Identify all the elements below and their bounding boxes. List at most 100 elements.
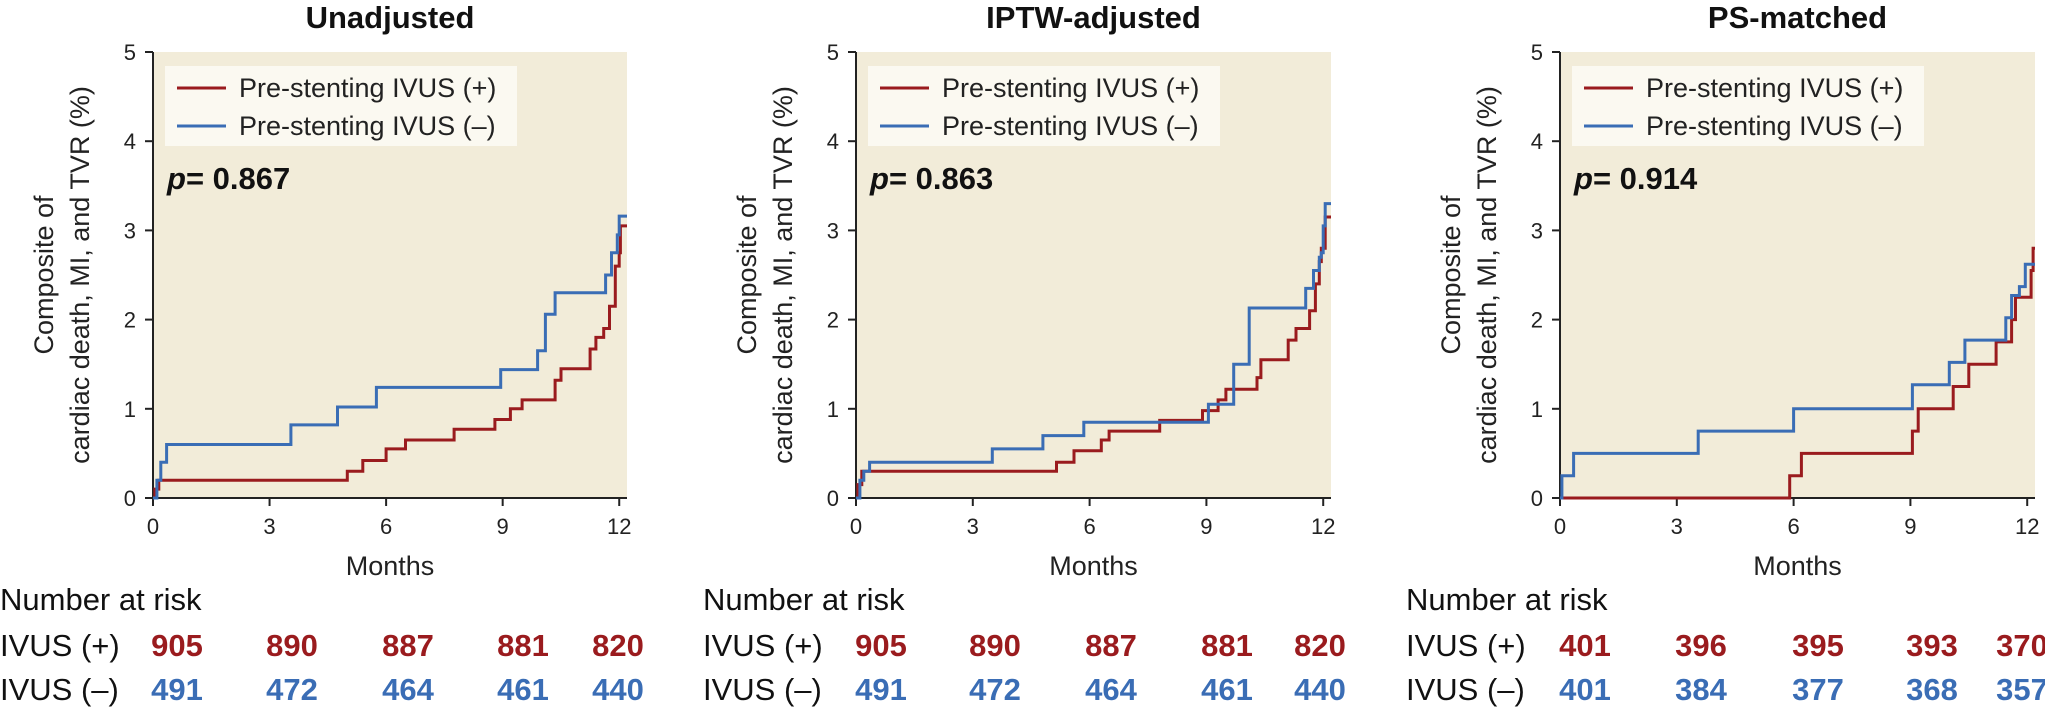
y-tick-label: 4 <box>1531 129 1543 154</box>
risk-row-label: IVUS (–) <box>1406 672 1525 707</box>
x-tick-label: 9 <box>1904 514 1916 539</box>
chart-title: PS-matched <box>1708 0 1887 35</box>
y-tick-label: 0 <box>827 486 839 511</box>
risk-count: 464 <box>382 672 434 707</box>
risk-count: 461 <box>1201 672 1253 707</box>
y-tick-label: 1 <box>124 397 136 422</box>
y-axis-label-line: cardiac death, MI, and TVR (%) <box>1472 86 1502 464</box>
risk-count: 440 <box>1294 672 1346 707</box>
x-tick-label: 0 <box>1554 514 1566 539</box>
x-tick-label: 0 <box>850 514 862 539</box>
chart-title: Unadjusted <box>306 0 475 35</box>
legend: Pre-stenting IVUS (+) Pre-stenting IVUS (… <box>868 66 1220 146</box>
legend-box <box>868 66 1220 146</box>
p-value-number: = 0.914 <box>1593 161 1698 196</box>
y-tick-label: 1 <box>1531 397 1543 422</box>
risk-count: 357 <box>1996 672 2045 707</box>
x-tick-label: 9 <box>497 514 509 539</box>
x-tick-label: 6 <box>1083 514 1095 539</box>
risk-row-label: IVUS (+) <box>1406 628 1526 663</box>
risk-count: 401 <box>1559 628 1611 663</box>
legend-label: Pre-stenting IVUS (–) <box>1646 111 1903 141</box>
legend: Pre-stenting IVUS (+) Pre-stenting IVUS (… <box>1572 66 1924 146</box>
risk-count: 887 <box>1085 628 1137 663</box>
y-tick-label: 2 <box>124 308 136 333</box>
y-tick-label: 2 <box>827 308 839 333</box>
risk-table: Number at risk IVUS (+) 401 396 395 393 370 IVU… <box>1406 582 2045 707</box>
legend-label: Pre-stenting IVUS (+) <box>239 73 496 103</box>
risk-row-label: IVUS (–) <box>703 672 822 707</box>
p-value: p= 0.867 <box>166 161 290 196</box>
km-curve-ivus-positive <box>153 224 627 500</box>
y-axis-label-line: cardiac death, MI, and TVR (%) <box>768 86 798 464</box>
km-curve-ivus-positive <box>1560 246 2035 500</box>
y-tick-label: 3 <box>1531 218 1543 243</box>
risk-count: 368 <box>1906 672 1958 707</box>
p-value-number: = 0.863 <box>889 161 993 196</box>
risk-count: 820 <box>1294 628 1346 663</box>
km-curve-ivus-negative <box>856 202 1331 500</box>
risk-count: 472 <box>969 672 1021 707</box>
y-tick-label: 4 <box>827 129 839 154</box>
risk-count: 881 <box>497 628 549 663</box>
y-axis-label-line: Composite of <box>732 195 762 355</box>
p-value-symbol: p <box>869 161 889 196</box>
legend-label: Pre-stenting IVUS (+) <box>1646 73 1903 103</box>
risk-count: 461 <box>497 672 549 707</box>
x-tick-label: 9 <box>1200 514 1212 539</box>
x-axis-label: Months <box>1049 551 1138 581</box>
risk-table-heading: Number at risk <box>0 582 202 617</box>
risk-count: 401 <box>1559 672 1611 707</box>
risk-count: 890 <box>266 628 318 663</box>
legend-box <box>1572 66 1924 146</box>
risk-table: Number at risk IVUS (+) 905 890 887 881 820 IVU… <box>703 582 1346 707</box>
risk-count: 881 <box>1201 628 1253 663</box>
risk-count: 377 <box>1792 672 1844 707</box>
x-tick-label: 12 <box>607 514 631 539</box>
p-value-symbol: p <box>166 161 186 196</box>
x-tick-label: 6 <box>1787 514 1799 539</box>
risk-count: 370 <box>1996 628 2045 663</box>
risk-count: 905 <box>151 628 203 663</box>
y-tick-label: 4 <box>124 129 136 154</box>
legend-box <box>165 66 517 146</box>
km-curve-ivus-negative <box>1560 262 2035 500</box>
legend-label: Pre-stenting IVUS (–) <box>942 111 1199 141</box>
risk-count: 440 <box>592 672 644 707</box>
y-tick-label: 3 <box>124 218 136 243</box>
y-tick-label: 3 <box>827 218 839 243</box>
y-tick-label: 0 <box>124 486 136 511</box>
x-axis-label: Months <box>346 551 435 581</box>
risk-row-label: IVUS (–) <box>0 672 119 707</box>
risk-count: 890 <box>969 628 1021 663</box>
y-tick-label: 5 <box>124 40 136 65</box>
risk-count: 905 <box>855 628 907 663</box>
p-value: p= 0.863 <box>869 161 993 196</box>
chart-title: IPTW-adjusted <box>986 0 1201 35</box>
risk-row-label: IVUS (+) <box>0 628 120 663</box>
km-curve-ivus-positive <box>856 215 1331 500</box>
km-curve-ivus-negative <box>153 214 627 500</box>
legend: Pre-stenting IVUS (+) Pre-stenting IVUS (… <box>165 66 517 146</box>
y-tick-label: 5 <box>827 40 839 65</box>
x-tick-label: 3 <box>263 514 275 539</box>
p-value-symbol: p <box>1573 161 1593 196</box>
y-axis-label-line: Composite of <box>1436 195 1466 355</box>
risk-row-label: IVUS (+) <box>703 628 823 663</box>
x-tick-label: 3 <box>1671 514 1683 539</box>
risk-count: 396 <box>1675 628 1727 663</box>
risk-count: 887 <box>382 628 434 663</box>
risk-count: 820 <box>592 628 644 663</box>
risk-count: 491 <box>151 672 203 707</box>
y-axis-label-line: cardiac death, MI, and TVR (%) <box>65 86 95 464</box>
risk-table-heading: Number at risk <box>703 582 905 617</box>
risk-count: 491 <box>855 672 907 707</box>
x-tick-label: 6 <box>380 514 392 539</box>
risk-count: 384 <box>1675 672 1727 707</box>
x-tick-label: 3 <box>967 514 979 539</box>
risk-table: Number at risk IVUS (+) 905 890 887 881 820 IVU… <box>0 582 644 707</box>
p-value: p= 0.914 <box>1573 161 1698 196</box>
